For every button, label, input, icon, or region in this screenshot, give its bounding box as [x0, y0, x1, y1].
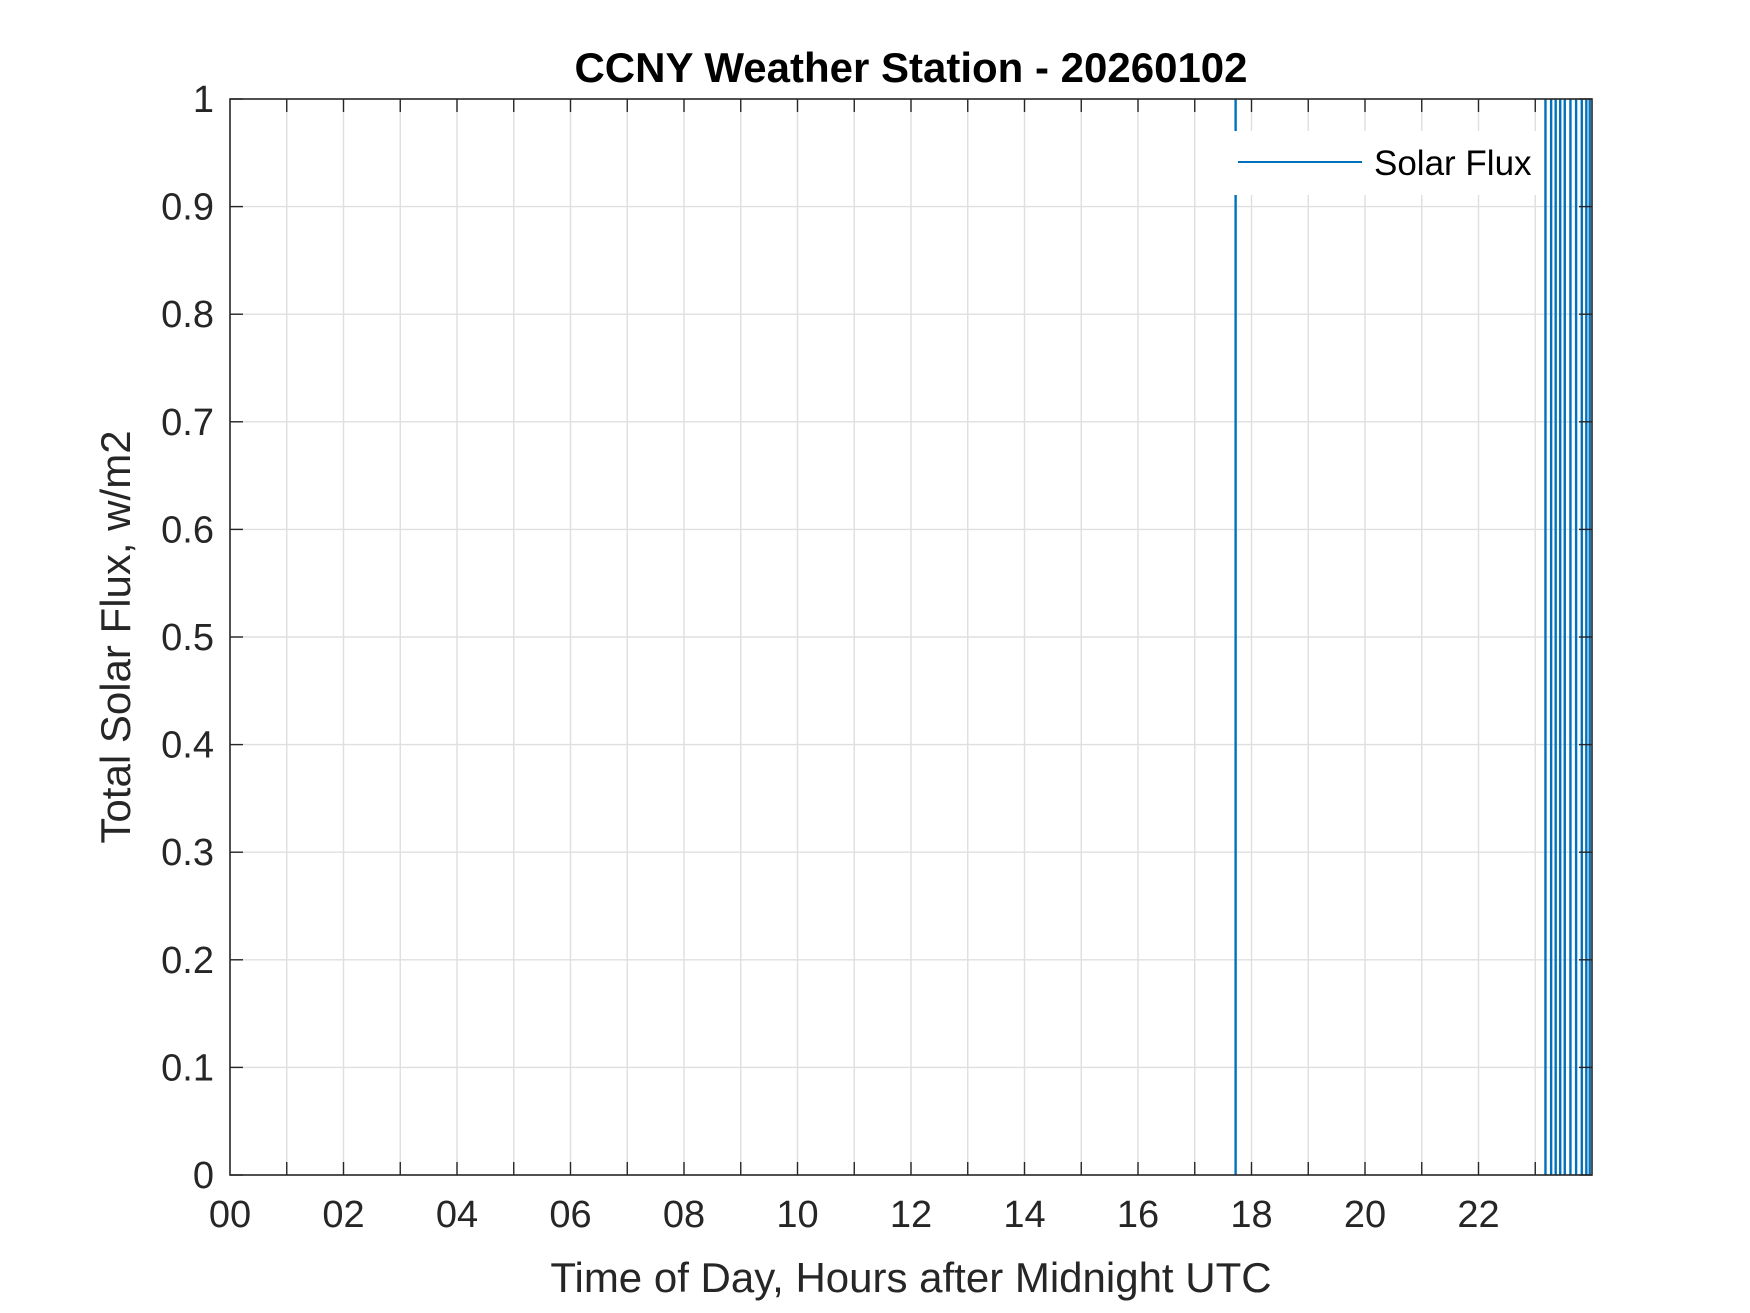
y-tick-label: 0.7 — [161, 402, 214, 444]
x-tick-label: 22 — [1457, 1194, 1499, 1236]
legend: Solar Flux — [1232, 131, 1540, 195]
x-tick-label: 08 — [663, 1194, 705, 1236]
x-tick-label: 10 — [776, 1194, 818, 1236]
y-tick-label: 0 — [193, 1155, 214, 1197]
grid — [230, 99, 1592, 1175]
y-tick-label: 0.8 — [161, 294, 214, 336]
y-tick-label: 0.4 — [161, 725, 214, 767]
y-tick-label: 0.1 — [161, 1047, 214, 1089]
chart-title: CCNY Weather Station - 20260102 — [574, 44, 1247, 91]
y-tick-label: 0.5 — [161, 617, 214, 659]
x-tick-label: 00 — [209, 1194, 251, 1236]
y-tick-label: 0.6 — [161, 509, 214, 551]
x-tick-label: 12 — [890, 1194, 932, 1236]
x-tick-label: 04 — [436, 1194, 478, 1236]
legend-label: Solar Flux — [1374, 144, 1532, 183]
y-axis-label: Total Solar Flux, w/m2 — [92, 430, 139, 843]
y-tick-label: 0.3 — [161, 832, 214, 874]
x-tick-label: 02 — [322, 1194, 364, 1236]
tick-labels: 00 02 04 06 08 10 12 14 16 18 20 22 0 0.1 0.2 0.3 0.4 0.5… — [161, 79, 1499, 1236]
y-tick-label: 0.2 — [161, 940, 214, 982]
x-tick-label: 16 — [1117, 1194, 1159, 1236]
x-axis-label: Time of Day, Hours after Midnight UTC — [550, 1254, 1271, 1301]
x-tick-label: 14 — [1003, 1194, 1045, 1236]
x-tick-label: 18 — [1230, 1194, 1272, 1236]
x-tick-label: 06 — [549, 1194, 591, 1236]
y-tick-label: 1 — [193, 79, 214, 121]
y-tick-label: 0.9 — [161, 187, 214, 229]
x-tick-label: 20 — [1344, 1194, 1386, 1236]
axis-ticks — [230, 98, 1592, 1176]
